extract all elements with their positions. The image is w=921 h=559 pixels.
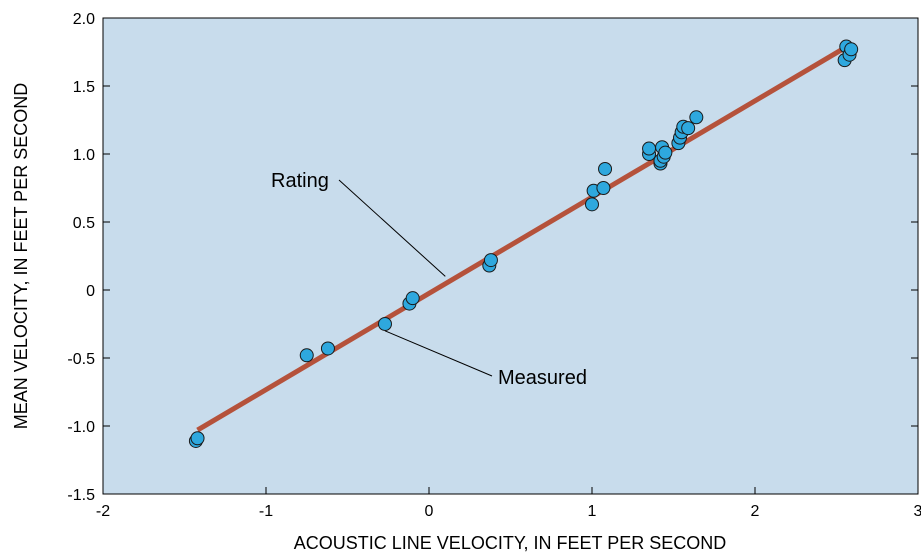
y-tick-label: 1.0	[73, 147, 95, 164]
measured-point	[658, 145, 673, 160]
x-tick-label: 1	[588, 503, 597, 520]
rating-annotation: Rating	[271, 170, 329, 192]
measured-point	[483, 253, 498, 268]
y-tick-label: 1.5	[73, 79, 95, 96]
measured-point	[405, 291, 420, 306]
y-tick-label: 0	[86, 283, 95, 300]
rating-line	[196, 45, 846, 433]
measured-point	[844, 42, 859, 57]
measured-point	[598, 161, 613, 176]
y-tick-label: 0.5	[73, 215, 95, 232]
measured-point	[190, 431, 205, 446]
measured-annotation: Measured	[498, 367, 587, 389]
y-tick-label: 2.0	[73, 11, 95, 28]
x-axis-title: ACOUSTIC LINE VELOCITY, IN FEET PER SECO…	[294, 533, 726, 553]
annotation-layer: Rating Measured	[271, 170, 587, 389]
measured-point	[642, 141, 657, 156]
x-tick-label: 0	[425, 503, 434, 520]
measured-point	[377, 317, 392, 331]
measured-leader-line	[384, 330, 493, 377]
x-tick-label: -1	[259, 503, 273, 520]
y-tick-label: -1.5	[67, 487, 95, 504]
measured-point	[596, 181, 611, 195]
measured-point	[681, 121, 696, 136]
y-tick-label: -1.0	[67, 419, 95, 436]
plot-area	[102, 17, 919, 495]
y-axis-ticks: -1.5 -1.0 -0.5 0 0.5 1.0 1.5 2.0	[67, 11, 918, 504]
measured-point	[299, 348, 314, 363]
measured-point	[585, 197, 599, 212]
x-tick-label: 3	[914, 503, 921, 520]
series-layer	[188, 39, 859, 448]
y-tick-label: -0.5	[67, 351, 95, 368]
x-tick-label: 2	[751, 503, 760, 520]
y-axis-title: MEAN VELOCITY, IN FEET PER SECOND	[11, 83, 31, 429]
x-axis-ticks: -2 -1 0 1 2 3	[96, 487, 921, 520]
measured-point	[320, 341, 335, 356]
measured-point	[689, 110, 704, 125]
x-tick-label: -2	[96, 503, 110, 520]
rating-leader-line	[338, 179, 446, 277]
